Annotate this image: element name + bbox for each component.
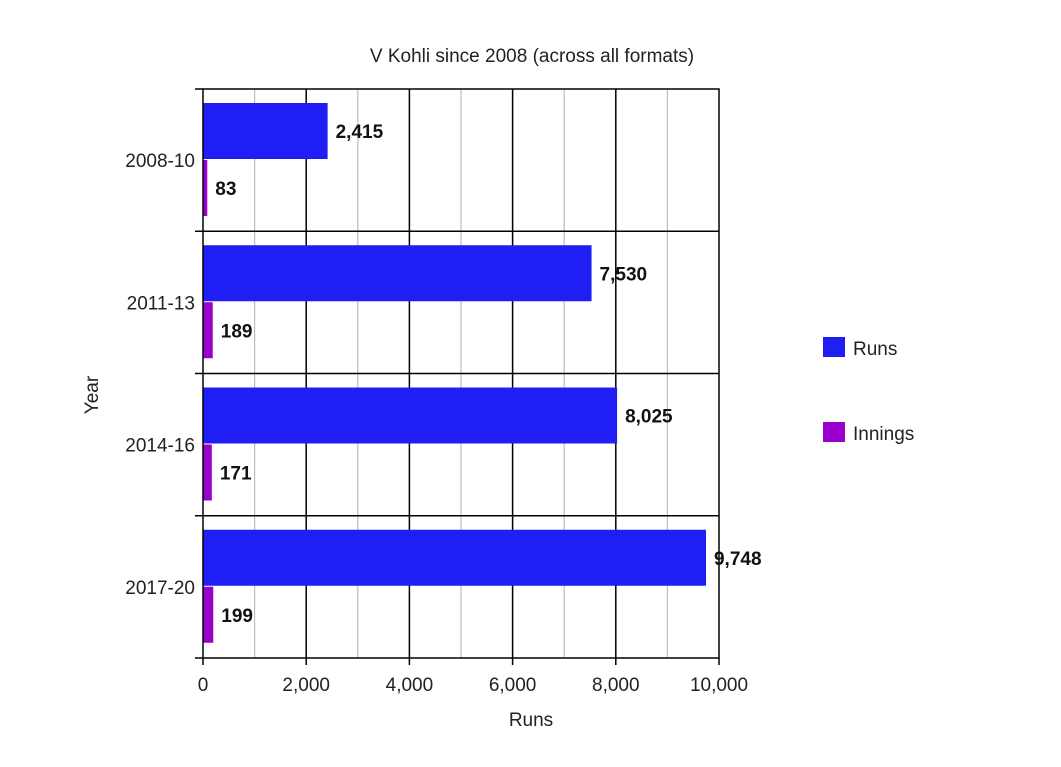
bar-runs-2008-10 [203, 103, 328, 159]
grid-lines [203, 89, 719, 658]
x-tick-label: 4,000 [386, 675, 434, 696]
data-label-innings-2014-16: 171 [220, 464, 252, 485]
category-label: 2017-20 [125, 578, 195, 599]
x-tick-label: 10,000 [690, 675, 748, 696]
bar-runs-2017-20 [203, 529, 706, 586]
data-label-runs-2017-20: 9,748 [714, 549, 762, 570]
data-label-innings-2008-10: 83 [215, 179, 236, 200]
bars [203, 103, 706, 643]
data-label-innings-2011-13: 189 [221, 321, 253, 342]
category-labels: 2008-10 2011-13 2014-16 2017-20 [125, 151, 195, 599]
bar-innings-2014-16 [203, 444, 212, 501]
axis-ticks: 0 2,000 4,000 6,000 8,000 10,000 [195, 88, 748, 696]
data-label-runs-2014-16: 8,025 [625, 407, 673, 428]
legend: Runs Innings [823, 337, 914, 445]
legend-label-runs: Runs [853, 339, 897, 360]
x-axis-title: Runs [509, 710, 553, 731]
data-label-runs-2008-10: 2,415 [336, 122, 384, 143]
legend-label-innings: Innings [853, 424, 914, 445]
legend-swatch-innings [823, 422, 845, 442]
data-label-innings-2017-20: 199 [221, 606, 253, 627]
y-axis-title: Year [82, 375, 103, 414]
bar-runs-2014-16 [203, 387, 618, 444]
x-tick-label: 0 [198, 675, 209, 696]
legend-swatch-runs [823, 337, 845, 357]
x-tick-label: 8,000 [592, 675, 640, 696]
category-label: 2011-13 [127, 293, 195, 314]
data-label-runs-2011-13: 7,530 [600, 264, 648, 285]
bar-innings-2011-13 [203, 302, 213, 359]
x-tick-label: 6,000 [489, 675, 537, 696]
category-label: 2014-16 [125, 436, 195, 457]
chart-title: V Kohli since 2008 (across all formats) [370, 46, 694, 67]
bar-innings-2008-10 [203, 160, 208, 216]
data-labels: 2,415 83 7,530 189 8,025 171 9,748 199 [215, 122, 761, 627]
bar-runs-2011-13 [203, 245, 592, 302]
bar-innings-2017-20 [203, 586, 214, 643]
x-tick-label: 2,000 [282, 675, 330, 696]
category-label: 2008-10 [125, 151, 195, 172]
